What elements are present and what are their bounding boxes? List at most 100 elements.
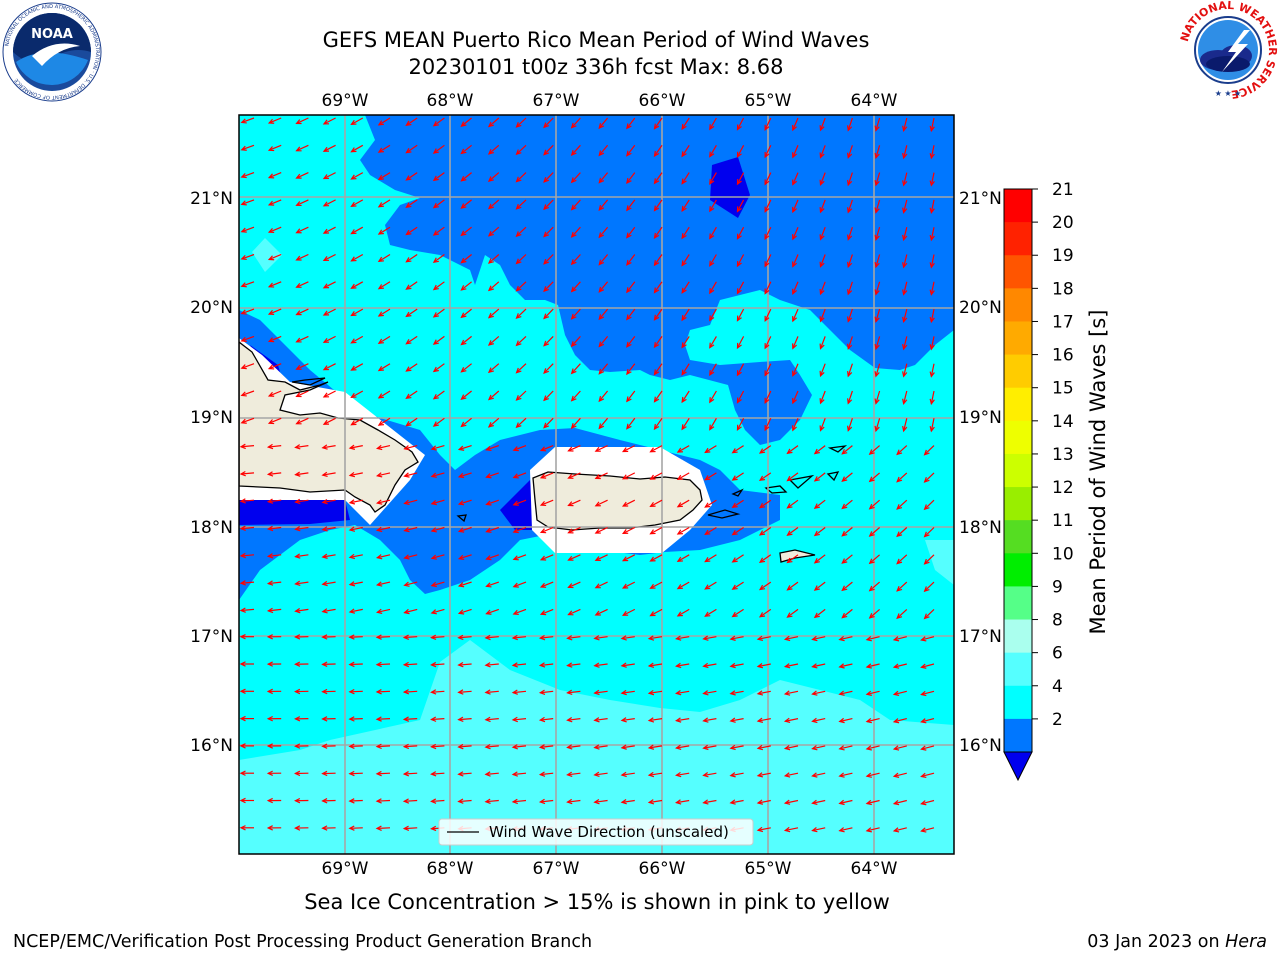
wind-wave-arrowhead	[681, 205, 687, 213]
wind-wave-arrowhead	[626, 369, 632, 376]
wind-wave-arrow	[812, 636, 826, 641]
wind-wave-arrowhead	[896, 449, 903, 456]
wind-wave-arrowhead	[457, 771, 464, 777]
wind-wave-arrowhead	[538, 771, 546, 777]
wind-wave-arrowhead	[295, 337, 302, 343]
wind-wave-arrow	[349, 663, 363, 666]
wind-wave-arrowhead	[758, 475, 766, 482]
wind-wave-arrowhead	[321, 553, 328, 559]
lon-label-top: 69°W	[322, 91, 369, 111]
wind-wave-arrowhead	[239, 443, 246, 450]
footer-date-text: 03 Jan 2023 on	[1087, 932, 1226, 952]
wind-wave-arrowhead	[892, 827, 900, 833]
wind-wave-arrowhead	[792, 343, 798, 350]
wind-wave-arrowhead	[487, 394, 494, 401]
wind-wave-arrow	[595, 526, 608, 534]
wind-wave-arrowhead	[838, 663, 845, 669]
wind-wave-arrowhead	[240, 418, 247, 424]
wind-wave-arrowhead	[377, 256, 384, 263]
wind-wave-arrowhead	[570, 177, 577, 184]
wind-wave-arrow	[759, 499, 772, 509]
wind-wave-arrow	[433, 281, 445, 290]
wind-wave-arrow	[295, 608, 309, 612]
wind-wave-arrowhead	[621, 501, 629, 507]
wind-wave-arrow	[296, 308, 309, 316]
wind-wave-arrowhead	[321, 743, 328, 749]
wind-wave-arrow	[814, 581, 826, 591]
land-puerto-rico	[532, 471, 703, 531]
wind-wave-arrowhead	[460, 339, 467, 346]
wind-wave-arrow	[757, 636, 771, 640]
wind-wave-arrow	[921, 718, 935, 723]
wind-wave-arrowhead	[792, 206, 798, 214]
wind-wave-arrow	[764, 308, 772, 322]
wind-wave-arrowhead	[348, 716, 355, 722]
wind-wave-arrow	[431, 636, 445, 639]
wind-wave-arrowhead	[570, 286, 577, 293]
land-mona	[456, 514, 467, 523]
wind-wave-arrowhead	[709, 342, 715, 349]
wind-wave-arrow	[759, 608, 772, 618]
wind-wave-arrowhead	[923, 586, 930, 593]
wind-wave-arrowhead	[348, 661, 355, 668]
wind-wave-arrowhead	[240, 336, 247, 342]
wind-wave-arrow	[681, 117, 690, 130]
wind-wave-arrow	[736, 145, 745, 158]
wind-wave-arrow	[785, 690, 799, 695]
wind-wave-arrowhead	[239, 743, 246, 749]
wind-wave-arrow	[268, 445, 282, 448]
wind-wave-arrowhead	[626, 259, 632, 266]
wind-wave-arrowhead	[902, 207, 908, 214]
wind-wave-arrowhead	[460, 421, 467, 428]
wind-wave-arrowhead	[819, 152, 825, 159]
wind-wave-arrow	[488, 226, 500, 237]
colorbar-tick-label: 20	[1052, 213, 1074, 233]
lat-label-left: 20°N	[190, 298, 233, 318]
wind-wave-arrowhead	[813, 530, 820, 537]
wind-wave-arrowhead	[570, 313, 577, 320]
lat-label-right: 18°N	[959, 518, 1002, 538]
wind-wave-arrow	[295, 499, 309, 503]
wind-wave-arrow	[295, 581, 309, 585]
wind-wave-arrow	[323, 226, 336, 234]
wind-wave-arrow	[268, 390, 282, 397]
wind-wave-arrow	[814, 472, 826, 482]
wind-wave-arrow	[649, 690, 663, 694]
wind-wave-arrow	[571, 172, 581, 183]
wind-wave-arrowhead	[874, 261, 880, 269]
wind-wave-arrow	[757, 772, 771, 777]
wind-wave-arrow	[598, 336, 609, 347]
wind-wave-arrowhead	[403, 499, 410, 505]
wind-wave-arrowhead	[239, 607, 246, 613]
wind-wave-arrowhead	[704, 557, 711, 563]
wind-wave-arrowhead	[783, 717, 791, 724]
wind-wave-arrowhead	[758, 557, 766, 563]
wind-wave-arrowhead	[647, 689, 655, 696]
wind-wave-arrow	[930, 363, 935, 377]
wind-wave-arrowhead	[375, 608, 383, 614]
wind-wave-arrow	[461, 281, 472, 291]
wind-wave-arrow	[378, 144, 391, 153]
wind-wave-arrowhead	[566, 771, 573, 777]
wind-wave-arrowhead	[457, 472, 465, 479]
wind-wave-arrowhead	[295, 392, 302, 398]
wind-wave-arrow	[567, 636, 581, 639]
wind-wave-arrow	[406, 363, 418, 372]
wind-wave-arrow	[571, 417, 581, 429]
wind-wave-arrow	[839, 745, 853, 750]
wind-wave-arrowhead	[902, 262, 908, 269]
wind-wave-arrow	[676, 718, 690, 722]
wind-wave-arrow	[378, 117, 391, 126]
colorbar-segment	[1004, 718, 1032, 753]
wind-wave-arrowhead	[758, 612, 766, 618]
wind-wave-arrowhead	[653, 314, 660, 321]
wind-wave-arrowhead	[620, 771, 627, 778]
wind-wave-arrow	[376, 718, 391, 720]
wind-wave-arrowhead	[267, 309, 275, 315]
wind-wave-arrow	[516, 308, 527, 319]
wind-wave-arrow	[814, 608, 826, 618]
colorbar-segment	[1004, 453, 1032, 488]
wind-wave-arrowhead	[457, 527, 465, 533]
wind-wave-arrow	[839, 690, 853, 695]
wind-wave-arrow	[924, 581, 935, 592]
